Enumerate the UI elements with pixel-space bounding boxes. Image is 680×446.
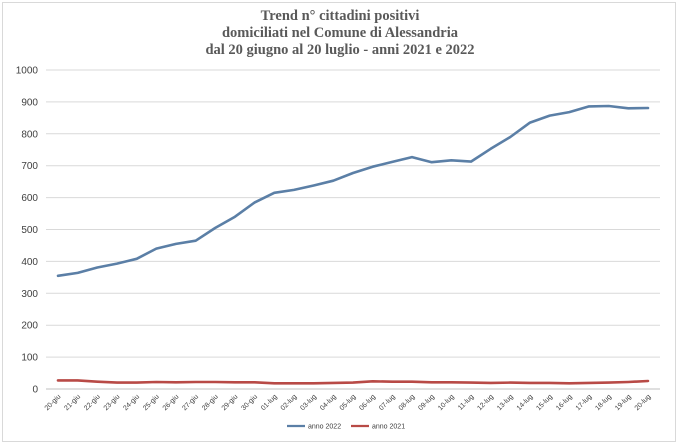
y-tick-label: 1000 <box>16 66 39 77</box>
x-tick-label: 11-lug <box>457 393 475 411</box>
x-tick-label: 22-giu <box>83 393 102 412</box>
y-tick-label: 400 <box>21 257 38 268</box>
x-tick-label: 04-lug <box>319 393 338 412</box>
chart-title-line-3: dal 20 giugno al 20 luglio - anni 2021 e… <box>205 42 475 58</box>
gridlines <box>46 69 660 390</box>
x-tick-label: 01-lug <box>260 393 279 412</box>
x-tick-label: 23-giu <box>103 393 122 412</box>
y-tick-label: 0 <box>32 385 38 396</box>
x-tick-label: 18-lug <box>594 393 613 412</box>
legend-label-1: anno 2022 <box>308 424 341 431</box>
chart-title-line-1: Trend n° cittadini positivi <box>260 8 420 24</box>
x-tick-label: 08-lug <box>398 393 417 412</box>
x-tick-label: 24-giu <box>122 393 141 412</box>
x-tick-label: 09-lug <box>417 393 436 412</box>
x-tick-label: 07-lug <box>378 393 397 412</box>
x-tick-label: 16-lug <box>555 393 574 412</box>
x-tick-label: 02-lug <box>280 393 299 412</box>
series-lines <box>56 104 650 385</box>
x-tick-label: 05-lug <box>339 393 358 412</box>
chart-frame <box>2 2 676 442</box>
x-tick-label: 03-lug <box>299 393 318 412</box>
series-line-2 <box>56 379 650 385</box>
y-tick-label: 900 <box>21 97 38 108</box>
y-tick-label: 300 <box>21 289 38 300</box>
x-tick-label: 20-lug <box>634 393 653 412</box>
y-tick-label: 500 <box>21 225 38 236</box>
legend: anno 2022 anno 2021 <box>287 424 405 431</box>
x-tick-label: 21-giu <box>63 393 82 412</box>
y-axis: 0 100 200 300 400 500 600 700 800 900 1000 <box>16 66 39 396</box>
x-tick-label: 15-lug <box>535 393 554 412</box>
x-tick-label: 06-lug <box>358 393 377 412</box>
y-tick-label: 600 <box>21 193 38 204</box>
x-tick-label: 27-giu <box>181 393 200 412</box>
legend-label-2: anno 2021 <box>372 424 405 431</box>
x-tick-label: 14-lug <box>516 393 535 412</box>
series-line-1 <box>56 104 650 278</box>
y-tick-label: 700 <box>21 161 38 172</box>
x-tick-label: 26-giu <box>162 393 181 412</box>
chart-title-line-2: domiciliati nel Comune di Alessandria <box>221 25 459 41</box>
x-tick-label: 29-giu <box>221 393 240 412</box>
x-tick-label: 30-giu <box>240 393 259 412</box>
x-tick-label: 28-giu <box>201 393 220 412</box>
x-tick-label: 25-giu <box>142 393 161 412</box>
x-tick-label: 17-lug <box>575 393 594 412</box>
x-tick-label: 12-lug <box>476 393 495 412</box>
x-tick-label: 13-lug <box>496 393 515 412</box>
x-tick-label: 19-lug <box>614 393 633 412</box>
y-tick-label: 100 <box>21 353 38 364</box>
chart-title: Trend n° cittadini positivi domiciliati … <box>0 8 680 59</box>
y-tick-label: 200 <box>21 321 38 332</box>
x-tick-label: 10-lug <box>437 393 456 412</box>
y-tick-label: 800 <box>21 129 38 140</box>
x-axis: 20-giu 21-giu 22-giu 23-giu 24-giu 25-giu 26-g… <box>44 393 653 412</box>
x-tick-label: 20-giu <box>44 393 63 412</box>
